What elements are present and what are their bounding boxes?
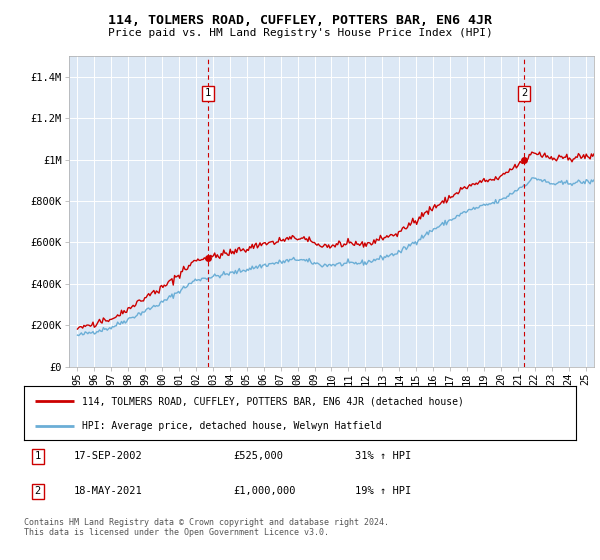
Text: 114, TOLMERS ROAD, CUFFLEY, POTTERS BAR, EN6 4JR: 114, TOLMERS ROAD, CUFFLEY, POTTERS BAR,…: [108, 14, 492, 27]
Text: Price paid vs. HM Land Registry's House Price Index (HPI): Price paid vs. HM Land Registry's House …: [107, 28, 493, 38]
Text: 114, TOLMERS ROAD, CUFFLEY, POTTERS BAR, EN6 4JR (detached house): 114, TOLMERS ROAD, CUFFLEY, POTTERS BAR,…: [82, 396, 464, 407]
Text: HPI: Average price, detached house, Welwyn Hatfield: HPI: Average price, detached house, Welw…: [82, 421, 382, 431]
Text: 2: 2: [521, 88, 527, 99]
Text: 31% ↑ HPI: 31% ↑ HPI: [355, 451, 412, 461]
Text: 18-MAY-2021: 18-MAY-2021: [74, 487, 142, 496]
Text: 19% ↑ HPI: 19% ↑ HPI: [355, 487, 412, 496]
Text: 2: 2: [35, 487, 41, 496]
Text: 1: 1: [205, 88, 211, 99]
Text: Contains HM Land Registry data © Crown copyright and database right 2024.
This d: Contains HM Land Registry data © Crown c…: [24, 518, 389, 538]
Text: 1: 1: [35, 451, 41, 461]
Text: £1,000,000: £1,000,000: [234, 487, 296, 496]
Text: £525,000: £525,000: [234, 451, 284, 461]
Text: 17-SEP-2002: 17-SEP-2002: [74, 451, 142, 461]
